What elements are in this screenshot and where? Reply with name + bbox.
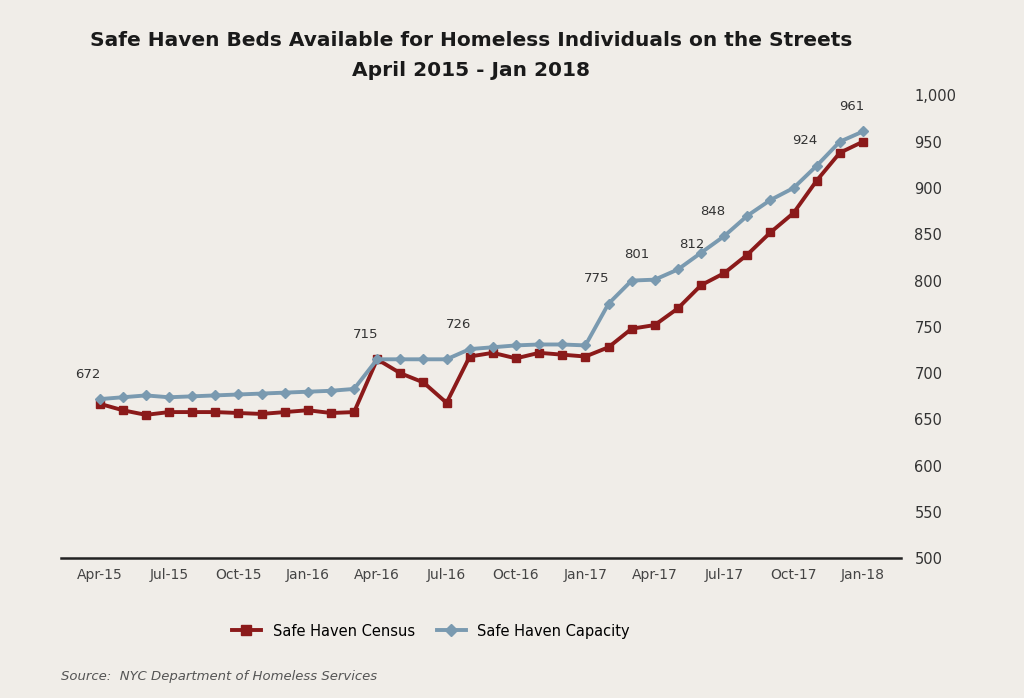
Text: 715: 715 <box>353 328 379 341</box>
Safe Haven Census <box>209 408 221 416</box>
Safe Haven Census <box>811 177 823 185</box>
Text: 672: 672 <box>76 368 100 380</box>
Safe Haven Capacity <box>857 127 869 135</box>
Safe Haven Capacity <box>371 355 383 364</box>
Safe Haven Census <box>139 410 152 419</box>
Safe Haven Census <box>93 399 105 408</box>
Safe Haven Capacity <box>348 385 360 393</box>
Safe Haven Census <box>718 269 730 277</box>
Text: 924: 924 <box>793 134 818 147</box>
Safe Haven Capacity <box>464 345 476 353</box>
Text: Safe Haven Beds Available for Homeless Individuals on the Streets: Safe Haven Beds Available for Homeless I… <box>90 31 852 50</box>
Safe Haven Census <box>163 408 175 416</box>
Safe Haven Census <box>325 409 337 417</box>
Text: 848: 848 <box>700 205 725 218</box>
Safe Haven Census <box>834 149 846 157</box>
Text: April 2015 - Jan 2018: April 2015 - Jan 2018 <box>352 61 590 80</box>
Safe Haven Census <box>371 355 383 364</box>
Safe Haven Census <box>394 369 407 378</box>
Text: Source:  NYC Department of Homeless Services: Source: NYC Department of Homeless Servi… <box>61 669 378 683</box>
Safe Haven Capacity <box>440 355 453 364</box>
Safe Haven Census <box>279 408 291 416</box>
Safe Haven Census <box>556 350 568 359</box>
Safe Haven Capacity <box>695 248 708 257</box>
Safe Haven Capacity <box>834 138 846 146</box>
Safe Haven Census <box>232 409 245 417</box>
Safe Haven Capacity <box>718 232 730 240</box>
Safe Haven Census <box>440 399 453 407</box>
Safe Haven Capacity <box>602 299 614 308</box>
Safe Haven Capacity <box>556 341 568 349</box>
Safe Haven Capacity <box>741 211 754 220</box>
Safe Haven Capacity <box>163 393 175 401</box>
Text: 775: 775 <box>584 272 609 285</box>
Safe Haven Capacity <box>764 196 776 205</box>
Text: 801: 801 <box>624 248 649 261</box>
Safe Haven Capacity <box>811 161 823 170</box>
Safe Haven Capacity <box>626 276 638 285</box>
Text: 812: 812 <box>679 238 705 251</box>
Safe Haven Census <box>186 408 199 416</box>
Text: 726: 726 <box>445 318 471 331</box>
Safe Haven Capacity <box>139 391 152 399</box>
Safe Haven Census <box>464 352 476 361</box>
Safe Haven Capacity <box>672 265 684 274</box>
Line: Safe Haven Census: Safe Haven Census <box>95 138 867 419</box>
Safe Haven Census <box>741 251 754 259</box>
Safe Haven Capacity <box>486 343 499 352</box>
Safe Haven Census <box>117 406 129 415</box>
Safe Haven Capacity <box>394 355 407 364</box>
Safe Haven Census <box>486 348 499 357</box>
Safe Haven Census <box>695 281 708 290</box>
Safe Haven Census <box>532 348 545 357</box>
Safe Haven Capacity <box>532 341 545 349</box>
Safe Haven Census <box>510 354 522 362</box>
Safe Haven Census <box>787 209 800 217</box>
Line: Safe Haven Capacity: Safe Haven Capacity <box>96 128 866 403</box>
Safe Haven Census <box>348 408 360 416</box>
Safe Haven Capacity <box>255 389 267 398</box>
Safe Haven Census <box>418 378 430 387</box>
Safe Haven Capacity <box>580 341 592 350</box>
Safe Haven Census <box>302 406 314 415</box>
Safe Haven Census <box>648 321 660 329</box>
Text: 961: 961 <box>839 100 864 113</box>
Safe Haven Capacity <box>302 387 314 396</box>
Safe Haven Capacity <box>787 184 800 192</box>
Safe Haven Census <box>764 228 776 237</box>
Safe Haven Census <box>255 410 267 418</box>
Safe Haven Census <box>602 343 614 352</box>
Safe Haven Capacity <box>117 393 129 401</box>
Safe Haven Capacity <box>279 389 291 397</box>
Safe Haven Capacity <box>325 387 337 395</box>
Legend: Safe Haven Census, Safe Haven Capacity: Safe Haven Census, Safe Haven Capacity <box>226 618 636 645</box>
Safe Haven Census <box>626 325 638 333</box>
Safe Haven Capacity <box>93 395 105 403</box>
Safe Haven Capacity <box>186 392 199 401</box>
Safe Haven Census <box>580 352 592 361</box>
Safe Haven Capacity <box>648 276 660 284</box>
Safe Haven Census <box>857 138 869 146</box>
Safe Haven Census <box>672 304 684 313</box>
Safe Haven Capacity <box>232 390 245 399</box>
Safe Haven Capacity <box>209 391 221 399</box>
Safe Haven Capacity <box>418 355 430 364</box>
Safe Haven Capacity <box>510 341 522 350</box>
